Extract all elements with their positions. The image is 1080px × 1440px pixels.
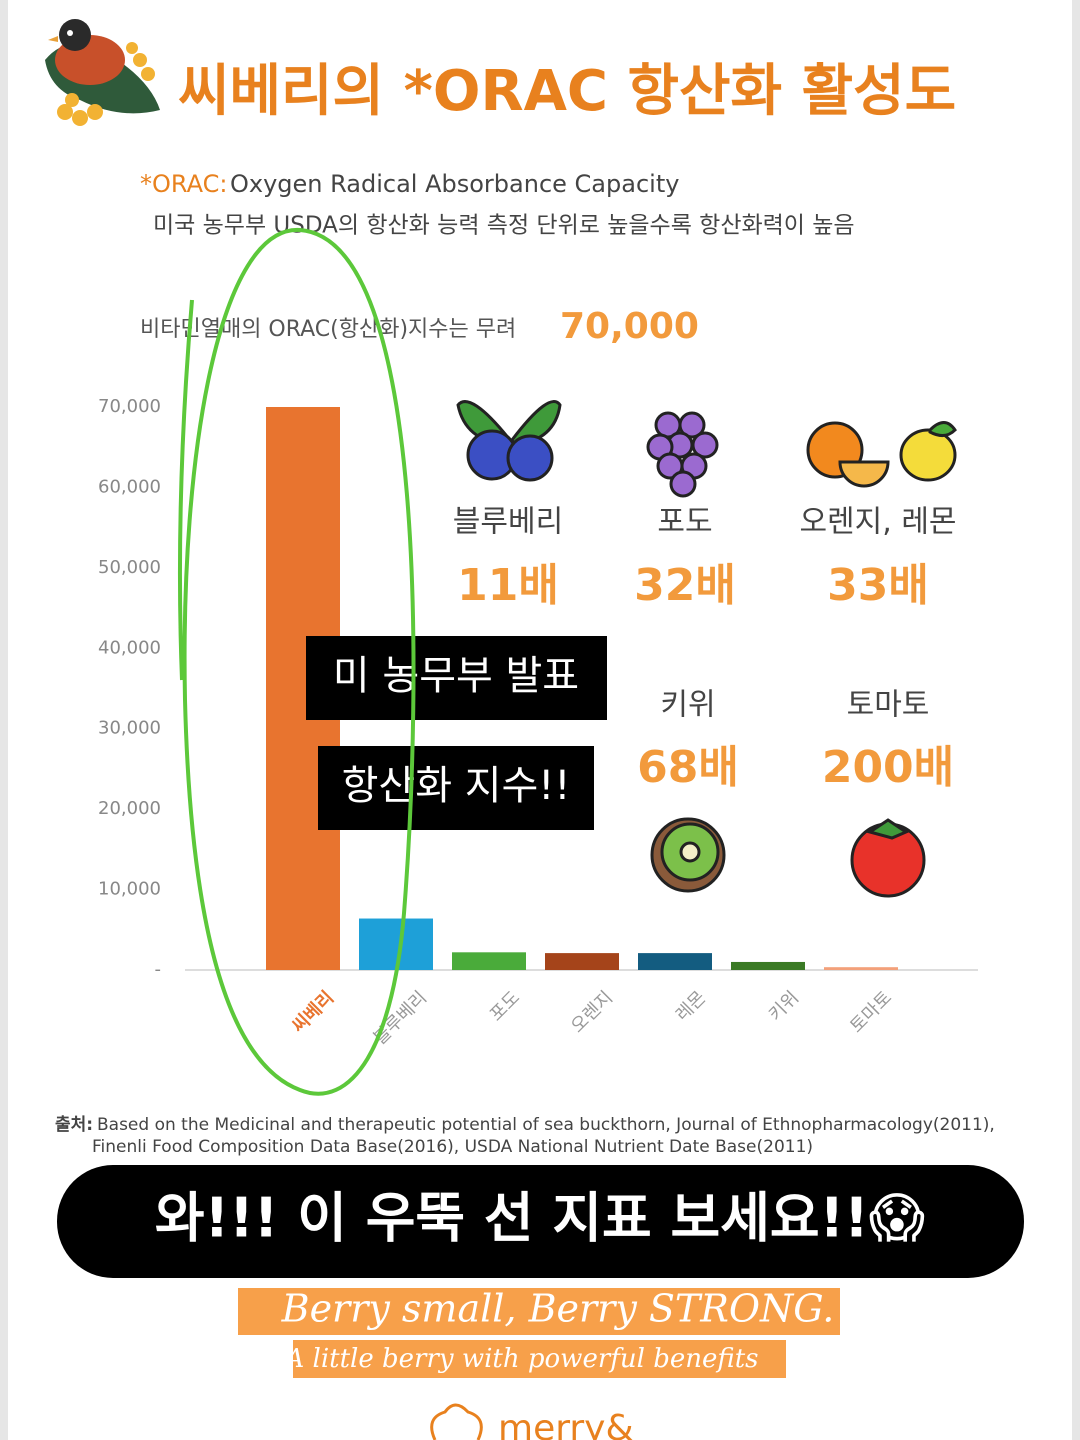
term: *ORAC: [140, 170, 227, 198]
overlay-text: 미 농무부 발표 [333, 653, 579, 699]
bar [452, 952, 526, 970]
x-tick-label: 키위 [765, 987, 803, 1025]
x-tick-label: 포도 [486, 987, 524, 1025]
y-tick-label: 40,000 [98, 637, 161, 658]
tagline-box [293, 1340, 786, 1378]
slogan: Berry small, Berry STRONG. [281, 1287, 835, 1331]
x-tick-label: 레몬 [672, 987, 710, 1025]
comparison-ratio: 32배 [634, 560, 736, 611]
bar [545, 953, 619, 970]
y-tick-label: - [155, 959, 162, 980]
brand-icon [430, 1403, 483, 1440]
icons [456, 400, 957, 898]
edge [1072, 0, 1080, 1440]
comparison-ratio: 11배 [457, 560, 559, 611]
bar [638, 953, 712, 970]
x-tick-label: 토마토 [846, 987, 896, 1037]
x-tick-label: 씨베리 [288, 987, 338, 1037]
comparison-name: 블루베리 [453, 505, 563, 540]
term-text: Oxygen Radical Absorbance Capacity [230, 170, 679, 198]
overlay-box [306, 636, 607, 720]
banner-text: 와!!! 이 우뚝 선 지표 보세요!!😱 [155, 1187, 925, 1250]
comparison-ratio: 33배 [827, 560, 929, 611]
brand: merry& [498, 1408, 634, 1440]
title: 씨베리의 *ORAC 항산화 활성도 [178, 59, 956, 124]
highlight-circle [177, 227, 416, 1096]
comparison-name: 키위 [660, 688, 715, 723]
logo [45, 19, 160, 126]
bar [824, 967, 898, 970]
source-label: 출처: [55, 1115, 93, 1135]
description: 미국 농무부 USDA의 항산화 능력 측정 단위로 높을수록 항산화력이 높음 [153, 213, 855, 239]
x-tick-label: 오렌지 [567, 987, 617, 1037]
highlight-text: 비타민열매의 ORAC(항산화)지수는 무려 [140, 317, 516, 342]
y-tick-label: 10,000 [98, 879, 161, 900]
comparison-name: 토마토 [847, 688, 930, 723]
definition: *ORAC: Oxygen Radical Absorbance Capacity [140, 170, 679, 198]
comparison-ratio: 200배 [822, 742, 954, 793]
y-tick-label: 60,000 [98, 476, 161, 497]
y-tick-label: 50,000 [98, 557, 161, 578]
comparison-name: 포도 [657, 505, 712, 540]
tagline: A little berry with powerful benefits [283, 1344, 758, 1374]
slogan-box [238, 1288, 840, 1335]
banner [57, 1165, 1024, 1278]
edge [0, 0, 8, 1440]
bar-chart: - 10,000 20,000 30,000 40,000 50,000 60,000 70,… [98, 396, 898, 1049]
overlay-text: 항산화 지수!! [342, 763, 571, 809]
y-tick-label: 20,000 [98, 798, 161, 819]
y-tick-label: 30,000 [98, 718, 161, 739]
bar [359, 918, 433, 970]
comparison-ratio: 68배 [637, 742, 739, 793]
source-line: Based on the Medicinal and therapeutic p… [97, 1115, 995, 1135]
highlight-value: 70,000 [560, 306, 699, 347]
source-line: Finenli Food Composition Data Base(2016)… [92, 1137, 813, 1157]
bar [731, 961, 805, 970]
y-tick-label: 70,000 [98, 396, 161, 417]
comparison-name: 오렌지, 레몬 [799, 505, 956, 540]
overlay-box [318, 746, 594, 830]
